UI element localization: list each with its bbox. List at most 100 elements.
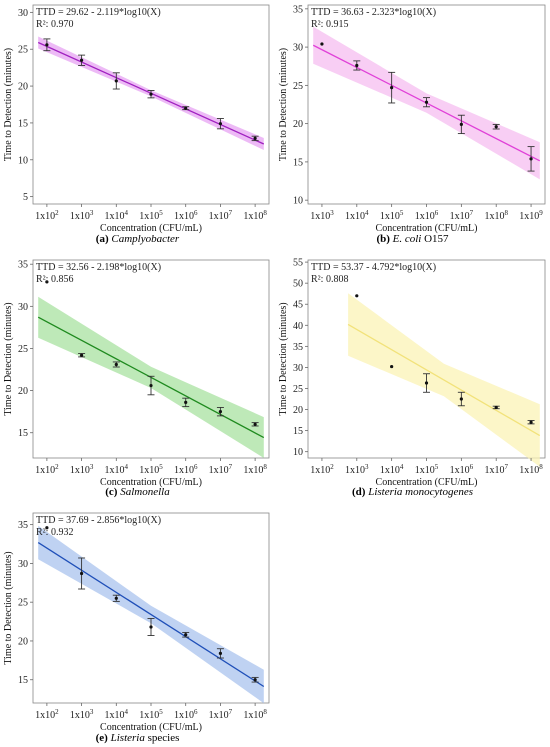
y-tick-label: 35 (18, 520, 28, 531)
y-tick-label: 30 (293, 363, 303, 374)
y-tick-label: 30 (18, 302, 28, 313)
y-axis-label: Time to Detection (minutes) (278, 48, 289, 161)
data-point (459, 397, 463, 401)
y-tick-label: 10 (293, 196, 303, 207)
data-point (494, 125, 498, 129)
x-tick-label: 1x103 (345, 463, 369, 476)
regression-line (37, 541, 265, 688)
y-tick-label: 15 (18, 675, 28, 686)
y-tick-label: 30 (18, 8, 28, 19)
data-point (149, 383, 153, 388)
caption-name: Listeria monocytogenes (368, 486, 473, 498)
x-tick-label: 1x108 (243, 209, 267, 222)
regression-line (347, 323, 541, 437)
x-tick-label: 1x102 (35, 463, 59, 476)
y-axis-label: Time to Detection (minutes) (3, 48, 14, 161)
caption-name: Listeria (110, 732, 145, 744)
y-tick-label: 30 (293, 43, 303, 54)
y-tick-label: 35 (18, 260, 28, 271)
data-point (45, 526, 49, 530)
caption-letter: (c) (105, 486, 118, 498)
caption-b: (b) E. coli O157 (275, 233, 550, 245)
caption-letter: (a) (95, 233, 109, 245)
y-tick-label: 25 (293, 384, 303, 395)
caption-letter: (e) (95, 732, 108, 744)
y-tick-label: 40 (293, 321, 303, 332)
caption-e: (e) Listeria species (0, 732, 275, 744)
r-squared-label: R²: 0.915 (311, 19, 348, 30)
y-tick-label: 35 (293, 4, 303, 15)
x-tick-label: 1x103 (70, 708, 94, 721)
x-tick-label: 1x104 (105, 708, 129, 721)
x-axis-label: Concentration (CFU/mL) (100, 477, 202, 488)
data-point (79, 58, 84, 62)
data-point (218, 410, 223, 414)
data-point (184, 400, 188, 404)
y-tick-label: 30 (18, 559, 28, 570)
r-squared-label: R²: 0.970 (36, 19, 73, 30)
caption-letter: (b) (376, 233, 390, 245)
chart-panel-d: 10 15 20 25 30 35 40 45 50 55 1x102 1x103 1x104 1x105… (278, 258, 546, 488)
data-point (253, 422, 257, 426)
caption-a: (a) Camplyobacter (0, 233, 275, 245)
chart-panel-c: 15 20 25 30 35 1x102 1x103 1x104 1x105 1x106 1x107… (3, 259, 270, 488)
y-tick-label: 20 (18, 82, 28, 93)
x-tick-label: 1x104 (345, 209, 369, 222)
x-tick-label: 1x106 (450, 463, 474, 476)
y-tick-label: 25 (18, 598, 28, 609)
caption-name: Camplyobacter (111, 233, 180, 245)
data-point (218, 122, 223, 126)
r-squared-label: R²: 0.932 (36, 527, 73, 538)
data-point (390, 364, 394, 369)
y-tick-label: 35 (293, 342, 303, 353)
data-point (253, 678, 257, 682)
x-tick-label: 1x106 (415, 209, 439, 222)
x-tick-label: 1x103 (70, 463, 94, 476)
plot-frame (32, 4, 270, 205)
y-tick-label: 25 (18, 45, 28, 56)
x-tick-label: 1x105 (415, 463, 439, 476)
chart-panel-a: 5 10 15 20 25 30 1x102 1x103 1x104 1x105 1x106 1x10… (3, 4, 270, 234)
chart-panel-e: 15 20 25 30 35 1x102 1x103 1x104 1x105 1x106 1x107… (3, 512, 270, 733)
caption-c: (c) Salmonella (0, 486, 275, 498)
data-point (424, 381, 429, 385)
equation-label: TTD = 32.56 - 2.198*log10(X) (36, 262, 161, 273)
y-axis-label: Time to Detection (minutes) (3, 551, 14, 664)
caption-name: E. coli (392, 233, 422, 245)
x-tick-label: 1x107 (209, 209, 233, 222)
x-tick-label: 1x109 (519, 209, 543, 222)
x-tick-label: 1x108 (243, 463, 267, 476)
caption-suffix: O157 (421, 233, 449, 245)
data-point (494, 405, 498, 410)
y-tick-label: 5 (23, 192, 28, 203)
y-tick-label: 10 (18, 155, 28, 166)
y-tick-label: 20 (293, 405, 303, 416)
y-tick-label: 20 (18, 636, 28, 647)
data-point (390, 86, 394, 90)
data-point (218, 651, 223, 655)
chart-panel-b: 10 15 20 25 30 35 1x103 1x104 1x105 1x106 1x107 1x1… (278, 4, 546, 234)
equation-label: TTD = 36.63 - 2.323*log10(X) (311, 7, 436, 18)
y-tick-label: 25 (18, 344, 28, 355)
equation-label: TTD = 37.69 - 2.856*log10(X) (36, 515, 161, 526)
data-point (149, 92, 153, 96)
data-point (184, 106, 188, 110)
x-tick-label: 1x106 (174, 708, 198, 721)
data-point (459, 122, 463, 126)
x-tick-label: 1x108 (243, 708, 267, 721)
y-tick-label: 15 (293, 426, 303, 437)
data-point (424, 100, 429, 104)
x-tick-label: 1x107 (450, 209, 474, 222)
x-tick-label: 1x103 (310, 209, 334, 222)
caption-name: Salmonella (120, 486, 170, 498)
x-tick-label: 1x102 (310, 463, 334, 476)
x-axis-label: Concentration (CFU/mL) (100, 223, 202, 234)
data-point (355, 63, 359, 68)
x-tick-label: 1x107 (484, 463, 508, 476)
caption-letter: (d) (352, 486, 366, 498)
data-point (149, 625, 153, 629)
x-axis-label: Concentration (CFU/mL) (100, 722, 202, 733)
y-tick-label: 45 (293, 300, 303, 311)
data-point (114, 79, 118, 83)
data-point (253, 136, 257, 141)
